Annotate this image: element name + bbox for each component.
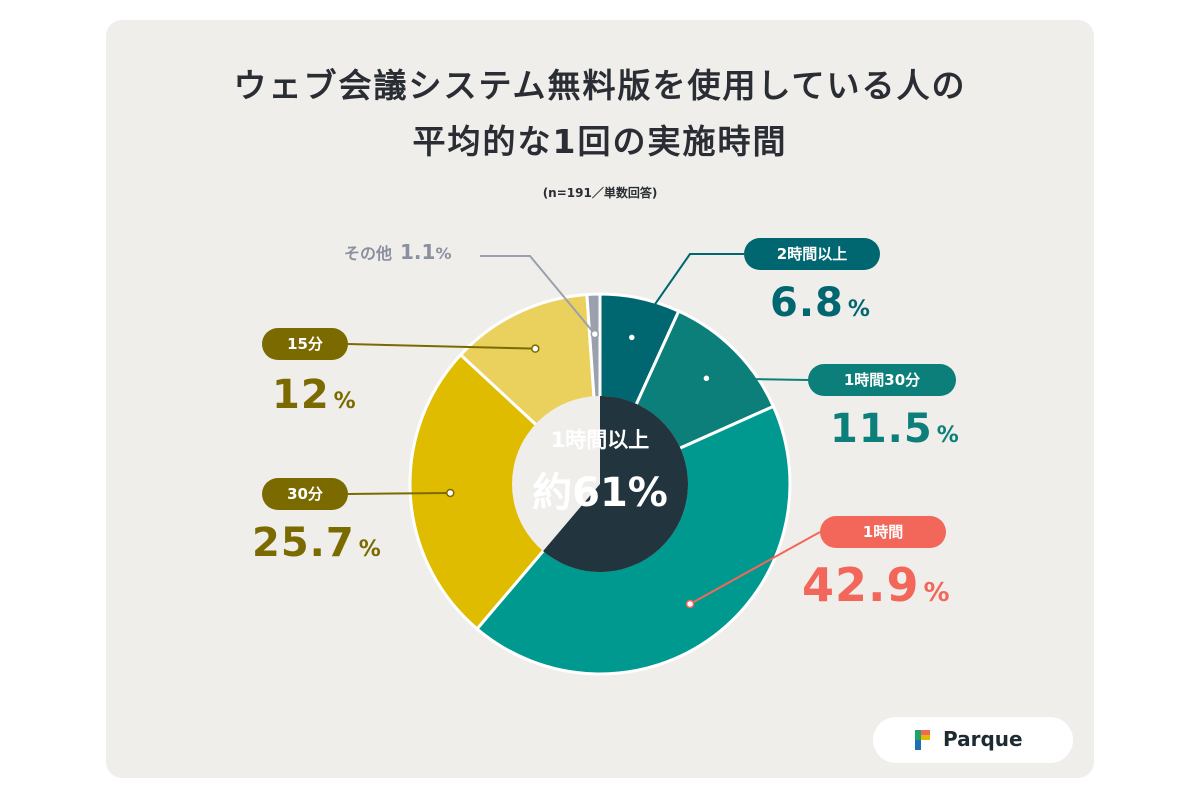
slice-thirty-min bbox=[408, 352, 603, 631]
center-highlight-segment bbox=[543, 396, 688, 573]
center-summary-line-2: 約61% bbox=[532, 470, 668, 516]
leader-two-hours-dot bbox=[627, 333, 637, 342]
center-summary: 1時間以上 約61% bbox=[520, 424, 680, 518]
leader-fifteen-min bbox=[347, 343, 536, 350]
value-fifteen-min: 12% bbox=[272, 372, 356, 418]
value-one-hour-unit: % bbox=[923, 578, 950, 608]
label-other-unit: % bbox=[435, 244, 452, 263]
leader-one-hour bbox=[689, 531, 821, 605]
chart-title: ウェブ会議システム無料版を使用している人の 平均的な1回の実施時間 bbox=[0, 58, 1200, 170]
value-one-thirty-unit: % bbox=[936, 423, 959, 448]
value-thirty-min: 25.7% bbox=[252, 520, 381, 566]
logo-badge: Parque bbox=[873, 717, 1073, 763]
leader-fifteen-min-dot bbox=[531, 344, 540, 353]
leader-one-thirty bbox=[706, 377, 809, 381]
label-thirty-min: 30分 bbox=[262, 478, 348, 510]
label-one-hour: 1時間 bbox=[820, 516, 946, 548]
leader-two-hours bbox=[630, 253, 744, 338]
value-thirty-min-unit: % bbox=[358, 537, 381, 562]
value-one-thirty-number: 11.5 bbox=[830, 406, 933, 452]
value-fifteen-min-number: 12 bbox=[272, 372, 330, 418]
label-fifteen-min: 15分 bbox=[262, 328, 348, 360]
parque-logo-icon bbox=[915, 730, 930, 750]
value-one-hour-number: 42.9 bbox=[802, 558, 920, 612]
leader-other-dot bbox=[590, 329, 600, 339]
label-two-hours: 2時間以上 bbox=[744, 238, 880, 270]
value-two-hours-number: 6.8 bbox=[770, 280, 844, 326]
leader-one-hour-dot bbox=[685, 599, 695, 609]
title-line-1: ウェブ会議システム無料版を使用している人の bbox=[233, 66, 967, 105]
leader-thirty-min-dot bbox=[446, 488, 455, 498]
value-two-hours-unit: % bbox=[847, 297, 870, 322]
label-other-value: 1.1 bbox=[400, 240, 436, 264]
title-line-2: 平均的な1回の実施時間 bbox=[412, 122, 788, 161]
label-other-name: その他 bbox=[344, 244, 393, 263]
center-summary-line-1: 1時間以上 bbox=[550, 428, 650, 452]
chart-subtitle: (n=191／単数回答) bbox=[542, 186, 658, 200]
label-other: その他 1.1% bbox=[344, 240, 451, 264]
leader-one-thirty-dot bbox=[702, 374, 711, 383]
value-thirty-min-number: 25.7 bbox=[252, 520, 355, 566]
value-one-thirty: 11.5% bbox=[830, 406, 959, 452]
leader-thirty-min bbox=[347, 491, 451, 495]
label-one-thirty: 1時間30分 bbox=[808, 364, 956, 396]
value-one-hour: 42.9% bbox=[802, 558, 950, 612]
leader-other bbox=[480, 255, 596, 335]
logo-text: Parque bbox=[943, 727, 1023, 751]
value-fifteen-min-unit: % bbox=[333, 389, 356, 414]
value-two-hours: 6.8% bbox=[770, 280, 870, 326]
